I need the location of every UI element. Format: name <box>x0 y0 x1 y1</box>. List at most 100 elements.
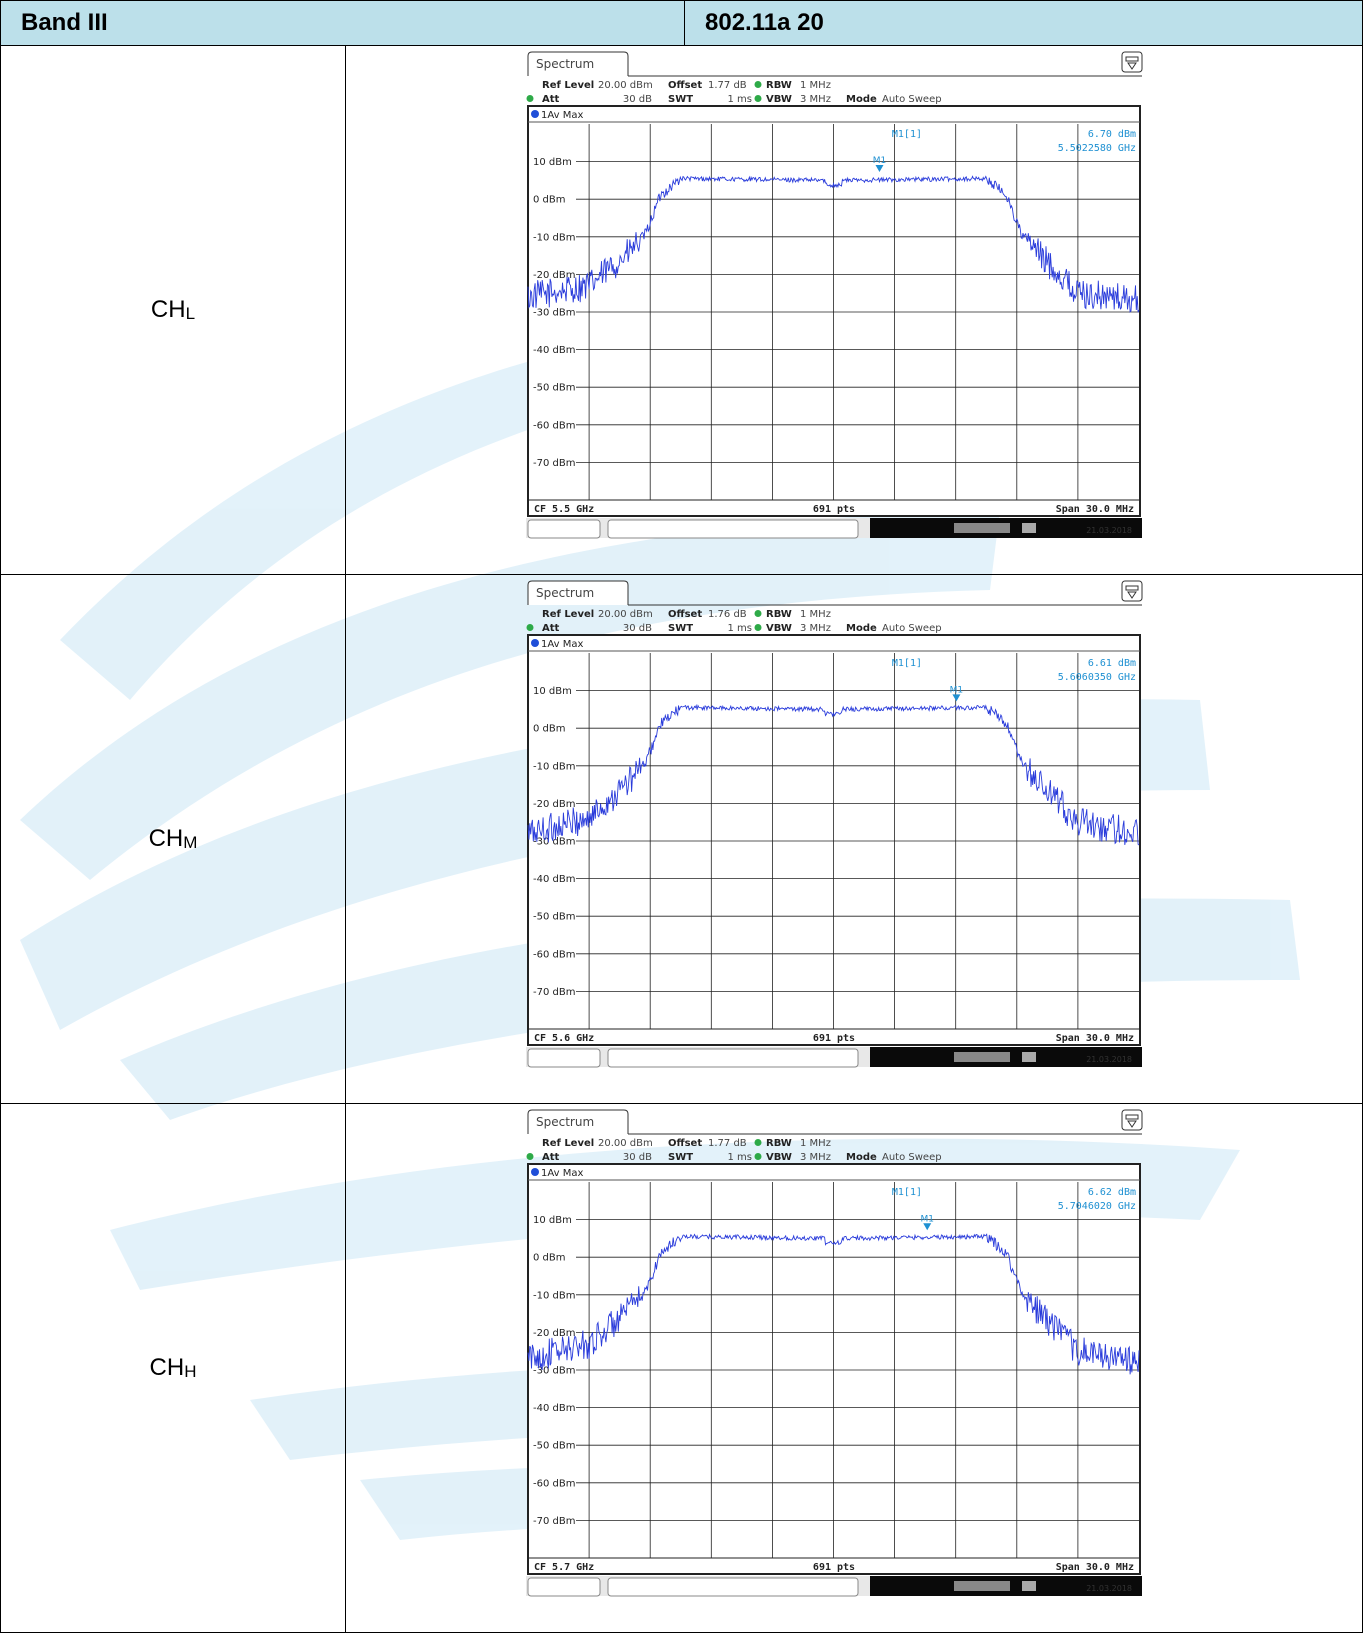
y-tick-label: -10 dBm <box>533 232 575 243</box>
status-field-message[interactable] <box>607 519 859 539</box>
swt-label: SWT <box>668 94 693 105</box>
y-tick-label: 10 dBm <box>533 1215 572 1226</box>
status-field-left[interactable] <box>527 1577 601 1597</box>
rbw-value: 1 MHz <box>800 80 831 91</box>
expand-icon[interactable] <box>1121 51 1143 73</box>
plot-frame <box>527 634 1141 1046</box>
span-label: Span 30.0 MHz <box>1056 504 1134 515</box>
marker-level: 6.70 dBm <box>1088 129 1136 140</box>
rbw-status-dot <box>754 1139 762 1146</box>
y-tick-label: -70 dBm <box>533 458 575 469</box>
att-status-dot <box>526 1153 534 1160</box>
marker-m1 <box>875 165 884 173</box>
y-tick-label: -30 dBm <box>533 308 575 319</box>
swt-label: SWT <box>668 623 693 634</box>
swt-label: SWT <box>668 1152 693 1163</box>
status-date: 21.03.2018 <box>1086 1055 1132 1064</box>
marker-level: 6.62 dBm <box>1088 1187 1136 1198</box>
channel-label: CHH <box>0 1103 346 1633</box>
vbw-value: 3 MHz <box>800 94 831 105</box>
spectrum-trace <box>527 175 1140 313</box>
offset-value: 1.77 dB <box>708 80 747 91</box>
marker-frequency: 5.6060350 GHz <box>1058 672 1136 683</box>
y-tick-label: -30 dBm <box>533 1366 575 1377</box>
offset-label: Offset <box>668 609 702 620</box>
plot-cell: Spectrum Ref Level 20.00 dBm Offset 1.76 dB R… <box>344 574 1364 1104</box>
marker-m1-label: M1 <box>920 1214 934 1224</box>
rbw-status-dot <box>754 610 762 617</box>
y-tick-label: 10 dBm <box>533 157 572 168</box>
span-label: Span 30.0 MHz <box>1056 1033 1134 1044</box>
status-field-message[interactable] <box>607 1048 859 1068</box>
att-value: 30 dB <box>623 1152 652 1163</box>
center-frequency-label: CF 5.5 GHz <box>534 504 594 515</box>
marker-level: 6.61 dBm <box>1088 658 1136 669</box>
swt-value: 1 ms <box>728 1152 753 1163</box>
offset-label: Offset <box>668 1138 702 1149</box>
channel-label: CHM <box>0 574 346 1104</box>
table-row: CHH Spectrum Ref Level 20.00 dBm Offset 1.77… <box>0 1103 1364 1633</box>
spectrum-tab[interactable] <box>527 51 629 76</box>
progress-bar <box>954 1052 1010 1062</box>
mode-value: Auto Sweep <box>882 1152 942 1163</box>
trace-indicator-dot <box>531 1168 539 1176</box>
status-field-message[interactable] <box>607 1577 859 1597</box>
ref-level-value: 20.00 dBm <box>598 609 653 620</box>
analyzer-svg: Spectrum Ref Level 20.00 dBm Offset 1.76 dB R… <box>526 580 1143 1068</box>
y-tick-label: 0 dBm <box>533 724 566 735</box>
center-frequency-label: CF 5.7 GHz <box>534 1562 594 1573</box>
swt-value: 1 ms <box>728 94 753 105</box>
y-tick-label: 0 dBm <box>533 195 566 206</box>
vbw-value: 3 MHz <box>800 1152 831 1163</box>
y-tick-label: -40 dBm <box>533 1403 575 1414</box>
vbw-status-dot <box>754 624 762 631</box>
att-label: Att <box>542 1152 560 1163</box>
att-label: Att <box>542 94 560 105</box>
vbw-label: VBW <box>766 1152 792 1163</box>
y-tick-label: -60 dBm <box>533 949 575 960</box>
expand-icon[interactable] <box>1121 1109 1143 1131</box>
att-value: 30 dB <box>623 623 652 634</box>
ref-level-label: Ref Level <box>542 80 594 91</box>
status-date: 21.03.2018 <box>1086 1584 1132 1593</box>
marker-name: M1[1] <box>892 1187 922 1198</box>
marker-frequency: 5.5022580 GHz <box>1058 143 1136 154</box>
y-tick-label: -30 dBm <box>533 837 575 848</box>
points-label: 691 pts <box>813 504 855 515</box>
expand-icon[interactable] <box>1121 580 1143 602</box>
status-date: 21.03.2018 <box>1086 526 1132 535</box>
table-row: CHM Spectrum Ref Level 20.00 dBm Offset 1.76… <box>0 574 1364 1104</box>
vbw-label: VBW <box>766 94 792 105</box>
rbw-value: 1 MHz <box>800 609 831 620</box>
tab-label: Spectrum <box>536 586 594 600</box>
plot-cell: Spectrum Ref Level 20.00 dBm Offset 1.77 dB R… <box>344 45 1364 575</box>
table-header-row: Band III 802.11a 20 <box>0 0 1364 46</box>
mode-label: Mode <box>846 623 877 634</box>
analyzer-svg: Spectrum Ref Level 20.00 dBm Offset 1.77 dB R… <box>526 1109 1143 1597</box>
y-tick-label: -20 dBm <box>533 1328 575 1339</box>
spectrum-analyzer-screen: Spectrum Ref Level 20.00 dBm Offset 1.76 dB R… <box>526 579 1166 1099</box>
rbw-status-dot <box>754 81 762 88</box>
att-status-dot <box>526 95 534 102</box>
y-tick-label: -20 dBm <box>533 270 575 281</box>
status-field-left[interactable] <box>527 519 601 539</box>
y-tick-label: -50 dBm <box>533 912 575 923</box>
status-field-left[interactable] <box>527 1048 601 1068</box>
vbw-label: VBW <box>766 623 792 634</box>
center-frequency-label: CF 5.6 GHz <box>534 1033 594 1044</box>
y-tick-label: -60 dBm <box>533 1478 575 1489</box>
y-tick-label: -60 dBm <box>533 420 575 431</box>
offset-label: Offset <box>668 80 702 91</box>
progress-bar <box>954 523 1010 533</box>
status-bar: 21.03.2018 <box>526 1576 1142 1597</box>
tab-label: Spectrum <box>536 57 594 71</box>
att-status-dot <box>526 624 534 631</box>
y-tick-label: 10 dBm <box>533 686 572 697</box>
y-tick-label: -70 dBm <box>533 987 575 998</box>
mode-value: Auto Sweep <box>882 623 942 634</box>
swt-value: 1 ms <box>728 623 753 634</box>
ref-level-value: 20.00 dBm <box>598 80 653 91</box>
lxi-icon <box>1022 523 1036 533</box>
y-tick-label: 0 dBm <box>533 1253 566 1264</box>
plot-cell: Spectrum Ref Level 20.00 dBm Offset 1.77 dB R… <box>344 1103 1364 1633</box>
